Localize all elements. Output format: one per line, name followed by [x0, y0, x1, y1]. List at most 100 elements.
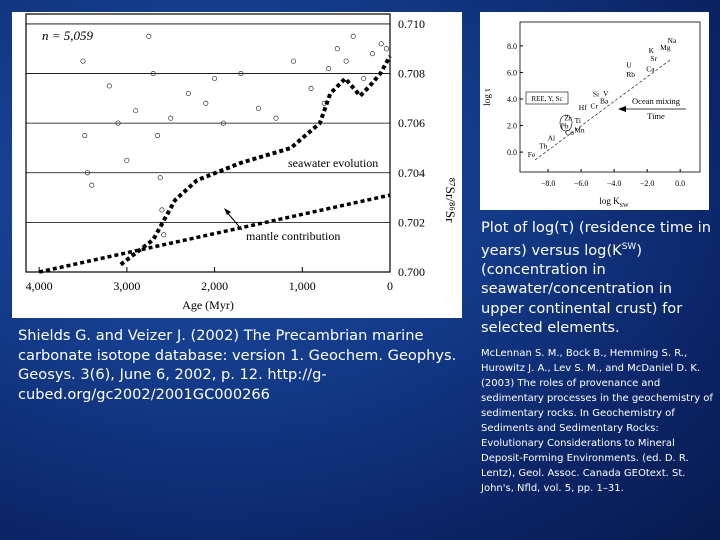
element-label: V: [603, 89, 609, 98]
right-x-axis-label: log KSW: [599, 196, 629, 209]
citation: Shields G. and Veizer J. (2002) The Prec…: [18, 327, 457, 403]
x-tick-label: 3,000: [113, 279, 140, 293]
sample-point: [146, 33, 152, 39]
sample-point: [106, 83, 112, 89]
xlabel-sup: SW: [620, 203, 629, 209]
y-tick-label: 0.706: [398, 116, 425, 130]
x-tick-label: −8.0: [541, 179, 556, 188]
sample-point: [168, 115, 174, 121]
y-tick-label: 0.702: [398, 215, 425, 229]
y-tick-label: 0.704: [398, 166, 425, 180]
sample-point: [124, 157, 130, 163]
reference: McLennan S. M., Bock B., Hemming S. R., …: [481, 348, 713, 494]
x-tick-label: 1,000: [289, 279, 316, 293]
sample-point: [290, 58, 297, 64]
caption-sup: SW: [621, 241, 637, 252]
seawater-label: seawater evolution: [288, 156, 378, 170]
x-tick-label: 0: [387, 279, 393, 293]
x-tick-label: 2,000: [201, 279, 228, 293]
sample-point: [350, 33, 356, 39]
element-label: Ti: [575, 116, 581, 125]
y-tick-label: 6.0: [507, 68, 517, 77]
x-axis-label: Age (Myr): [182, 298, 234, 312]
sample-point: [157, 175, 163, 181]
sample-point: [343, 58, 349, 64]
element-label: Na: [668, 36, 677, 45]
mantle-curve: [38, 193, 391, 274]
sample-point: [115, 120, 121, 126]
sample-point: [326, 66, 332, 72]
sample-point: [212, 75, 218, 82]
sample-point: [84, 170, 90, 176]
y-tick-label: 4.0: [507, 95, 517, 104]
y-axis-label: ⁸⁷Sr/⁸⁶Sr: [443, 178, 458, 224]
caption-text: ) (concentration in seawater/concentrati…: [481, 241, 683, 337]
element-label: Rb: [626, 70, 635, 79]
element-label: Al: [548, 133, 556, 142]
y-tick-label: 0.710: [398, 17, 425, 31]
sample-point: [238, 70, 244, 77]
caption: Plot of log(τ) (residence time in years)…: [481, 218, 713, 338]
y-tick-label: 0.700: [398, 265, 425, 279]
sample-point: [203, 100, 209, 106]
sample-point: [185, 90, 191, 96]
y-tick-label: 2.0: [507, 122, 517, 131]
cluster-ellipse: [559, 114, 573, 132]
sample-point: [159, 207, 165, 213]
element-label: Th: [539, 141, 548, 150]
sample-point: [369, 51, 376, 57]
element-label: Sr: [650, 54, 657, 63]
sample-point: [89, 182, 95, 188]
mantle-label: mantle contribution: [246, 229, 340, 243]
sample-point: [255, 105, 261, 111]
x-tick-label: −6.0: [574, 179, 589, 188]
sample-point: [133, 108, 139, 114]
trend-line: [534, 59, 671, 161]
sample-point: [308, 85, 314, 91]
sample-point: [82, 133, 88, 139]
element-label: Si: [593, 90, 599, 99]
sample-point: [80, 58, 86, 64]
ocean-mixing-label: Ocean mixing: [632, 96, 681, 106]
ree-box: [525, 91, 569, 105]
sample-point: [378, 41, 384, 47]
time-arrowhead: [618, 106, 626, 112]
seawater-curve: [119, 55, 392, 267]
element-label: Fe: [528, 150, 536, 159]
element-label: Ba: [600, 96, 609, 105]
element-label: Mg: [660, 43, 671, 52]
element-label: Zr: [564, 114, 572, 123]
x-tick-label: −2.0: [640, 179, 655, 188]
time-label: Time: [647, 111, 665, 121]
element-label: Pb: [561, 122, 569, 131]
sample-point: [161, 232, 167, 238]
right-y-axis-label: log τ: [482, 88, 492, 106]
sample-point: [155, 133, 161, 139]
x-tick-label: 4,000: [26, 279, 53, 293]
right-figure-bg: [480, 12, 709, 210]
y-tick-label: 0.0: [507, 148, 517, 157]
element-label: Ca: [646, 64, 655, 73]
ree-label: REE, Y, Sc: [531, 95, 562, 103]
sample-point: [150, 70, 156, 77]
xlabel-main: log K: [599, 196, 620, 206]
sample-point: [383, 46, 390, 52]
sample-point: [273, 115, 279, 121]
caption-text: Plot of log(τ) (residence time in years)…: [481, 219, 711, 259]
element-label: Co: [565, 128, 574, 137]
element-label: Mn: [574, 126, 585, 135]
element-label: Cr: [591, 102, 599, 111]
element-label: K: [649, 46, 655, 55]
element-label: Hf: [579, 103, 587, 112]
sample-point: [361, 75, 367, 82]
x-tick-label: −4.0: [607, 179, 622, 188]
mantle-arrowhead: [224, 208, 231, 215]
sample-point: [334, 46, 340, 52]
element-label: U: [626, 60, 632, 69]
y-tick-label: 0.708: [398, 67, 425, 81]
x-tick-label: 0.0: [675, 179, 685, 188]
n-label: n = 5,059: [42, 28, 94, 43]
right-frame: [519, 21, 701, 173]
